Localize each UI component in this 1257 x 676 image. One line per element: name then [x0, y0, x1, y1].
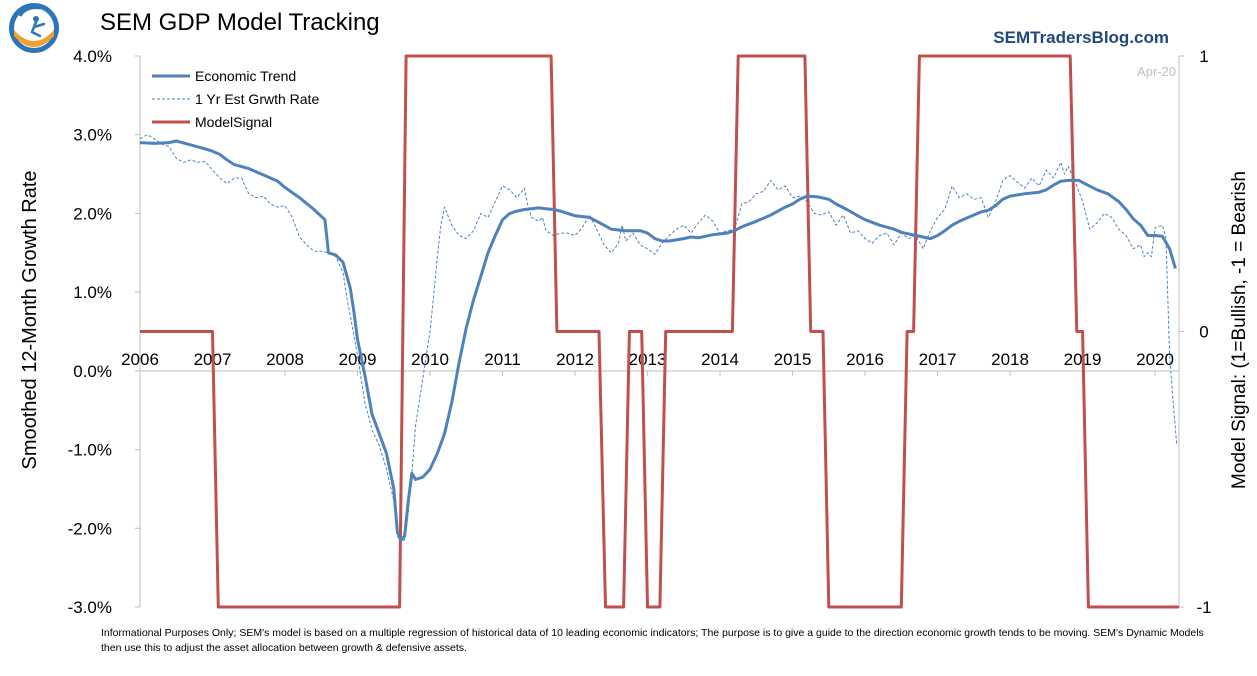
legend: Economic Trend 1 Yr Est Grwth Rate Model… [152, 68, 319, 130]
y2-tick-label: 1 [1199, 47, 1208, 66]
x-tick-labels: 2006 2007 2008 2009 2010 2011 2012 2013 2014 2015… [121, 350, 1174, 376]
legend-label-signal: ModelSignal [195, 114, 272, 130]
y2-tick-labels: 1 0 -1 [1179, 47, 1212, 617]
date-label: Apr-20 [1137, 64, 1176, 79]
x-tick-label: 2008 [266, 350, 304, 369]
x-tick-label: 2016 [846, 350, 884, 369]
chart-title: SEM GDP Model Tracking [100, 9, 380, 36]
x-tick-label: 2011 [484, 350, 521, 369]
x-tick-label: 2017 [919, 350, 957, 369]
series-economic-trend [139, 139, 1177, 542]
y2-axis-title: Model Signal: (1=Bullish, -1 = Bearish [1229, 171, 1250, 489]
y-tick-label: -2.0% [68, 519, 112, 538]
y-tick-label: 1.0% [73, 283, 112, 302]
x-tick-label: 2018 [991, 350, 1029, 369]
y-tick-label: 4.0% [73, 47, 112, 66]
series-model-signal [140, 54, 1179, 609]
y-tick-label: 0.0% [73, 362, 112, 381]
legend-label-trend: Economic Trend [195, 68, 296, 84]
x-tick-label: 2013 [629, 350, 667, 369]
logo [9, 3, 59, 53]
x-tick-label: 2014 [701, 350, 739, 369]
footnote: Informational Purposes Only; SEM's model… [101, 627, 1204, 654]
x-tick-label: 2006 [121, 350, 159, 369]
y2-tick-label: -1 [1196, 598, 1211, 617]
y-tick-label: 2.0% [73, 204, 112, 223]
brand-label: SEMTradersBlog.com [993, 28, 1169, 47]
y-axis-title: Smoothed 12-Month Growth Rate [19, 170, 41, 469]
x-tick-label: 2010 [411, 350, 449, 369]
x-tick-label: 2020 [1136, 350, 1174, 369]
y2-tick-label: 0 [1199, 323, 1208, 342]
x-tick-label: 2009 [339, 350, 377, 369]
series-layer [139, 54, 1179, 609]
y-tick-label: -1.0% [68, 441, 112, 460]
x-tick-label: 2015 [774, 350, 812, 369]
y-tick-labels: 4.0% 3.0% 2.0% 1.0% 0.0% -1.0% -2.0% -3.0% [68, 47, 140, 617]
y-tick-label: 3.0% [73, 126, 112, 145]
x-tick-label: 2012 [556, 350, 594, 369]
legend-label-estimate: 1 Yr Est Grwth Rate [195, 91, 319, 107]
y-tick-label: -3.0% [68, 598, 112, 617]
axes [139, 56, 1180, 607]
